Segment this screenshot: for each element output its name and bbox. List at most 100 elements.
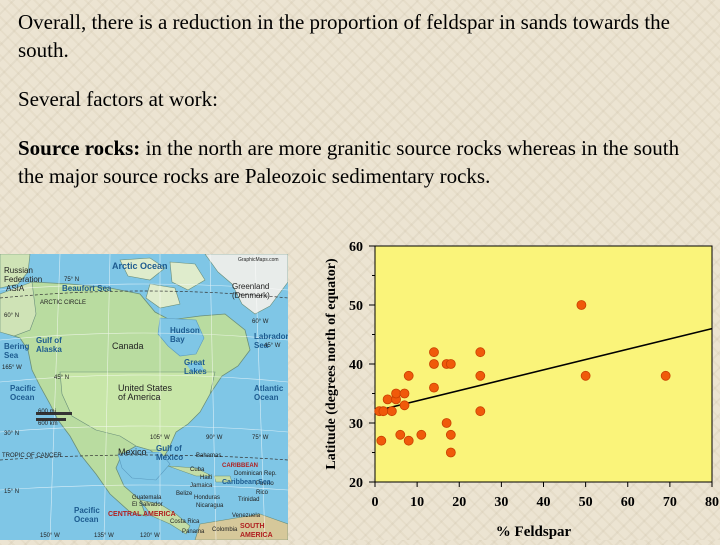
data-point [429, 382, 439, 393]
data-point [660, 370, 671, 381]
y-tick-label: 50 [349, 299, 363, 314]
x-tick-label: 70 [663, 495, 677, 510]
label-beaufort-sea: Beaufort Sea [62, 284, 112, 293]
data-point [395, 429, 406, 440]
label-lon-135w: 135° W [94, 533, 114, 539]
label-scale-mi: 600 mi [38, 409, 57, 415]
paragraph-factors: Several factors at work: [18, 87, 219, 111]
data-point [378, 406, 389, 417]
paragraph-feldspar-reduction: Overall, there is a reduction in the pro… [18, 10, 670, 62]
label-puerto-rico: Puerto Rico [256, 481, 274, 496]
north-america-map: Arctic Ocean Russian Federation ASIA Bea… [0, 254, 288, 540]
label-lon-45w: 45° W [264, 343, 281, 349]
label-guatemala: Guatemala [132, 495, 162, 501]
label-greenland: Greenland (Denmark) [232, 282, 270, 300]
y-axis-label: Latitude (degrees north of equator) [324, 258, 339, 470]
label-caribbean-sea: Caribbean Sea [222, 479, 271, 486]
label-belize: Belize [176, 491, 193, 497]
label-costa-rica: Costa Rica [170, 519, 200, 525]
label-lon-165w: 165° W [2, 365, 22, 371]
label-honduras: Honduras [194, 495, 221, 501]
label-lat-30n: 30° N [4, 431, 20, 437]
label-lon-105w: 105° W [150, 435, 170, 441]
x-axis-label: % Feldspar [496, 524, 572, 540]
label-lon-90w: 90° W [206, 435, 223, 441]
label-lat-15n: 15° N [4, 489, 20, 495]
label-mexico: Mexico [118, 447, 147, 457]
y-tick-label: 20 [349, 476, 363, 491]
label-atlantic-ocean: Atlantic Ocean [254, 384, 284, 402]
data-point [386, 406, 397, 417]
data-point [576, 300, 587, 310]
label-trinidad: Trinidad [238, 497, 260, 503]
plot-area [374, 245, 713, 483]
label-gulf-of-alaska: Gulf of Alaska [36, 336, 62, 354]
y-tick-label: 60 [349, 240, 363, 255]
data-point [429, 347, 439, 358]
label-lon-60w: 60° W [252, 319, 269, 325]
data-point [382, 394, 393, 405]
x-tick-label: 20 [452, 495, 466, 510]
label-caribbean: CARIBBEAN [222, 463, 258, 469]
data-point [475, 406, 486, 417]
label-pacific-ocean-south: Pacific Ocean [74, 506, 100, 524]
x-tick-label: 80 [705, 495, 719, 510]
label-lat-75n: 75° N [64, 277, 80, 283]
label-arctic-circle: ARCTIC CIRCLE [40, 300, 87, 306]
label-usa: United States of America [118, 383, 173, 402]
data-point [429, 359, 439, 369]
scatter-plot: 20 30 40 50 60 0 10 20 30 40 50 60 70 80 % Feldspar Lat… [324, 240, 719, 540]
source-rocks-heading: Source rocks: [18, 136, 141, 160]
label-arctic-ocean: Arctic Ocean [112, 261, 168, 271]
label-el-salvador: El Salvador [132, 502, 163, 508]
data-point [441, 418, 452, 428]
x-tick-label: 30 [494, 495, 508, 510]
y-tick-label: 40 [349, 358, 363, 373]
data-point [475, 347, 486, 358]
label-pacific-ocean-north: Pacific Ocean [10, 384, 36, 402]
x-tick-label: 60 [621, 495, 635, 510]
label-lat-60n: 60° N [4, 313, 20, 319]
x-tick-label: 10 [410, 495, 424, 510]
x-tick-label: 40 [537, 495, 551, 510]
data-point [391, 388, 401, 399]
paragraph-source-rocks: Source rocks: in the north are more gran… [18, 134, 708, 190]
label-nicaragua: Nicaragua [196, 503, 224, 509]
data-point [399, 400, 410, 411]
label-haiti: Haiti [200, 475, 213, 481]
label-venezuela: Venezuela [232, 513, 261, 519]
label-bering-sea: Bering Sea [4, 342, 30, 360]
feldspar-latitude-chart: 20 30 40 50 60 0 10 20 30 40 50 60 70 80 % Feldspar Lat… [300, 232, 720, 540]
label-lon-150w: 150° W [40, 533, 60, 539]
label-labrador-sea: Labrador Sea [254, 332, 288, 350]
label-south-america: SOUTH AMERICA [240, 523, 273, 539]
label-lon-75w: 75° W [252, 435, 269, 441]
label-jamaica: Jamaica [190, 483, 213, 489]
label-great-lakes: Great Lakes [184, 358, 207, 376]
data-point [445, 359, 456, 369]
map-graphic [0, 254, 288, 540]
label-lat-45n: 45° N [54, 375, 70, 381]
label-tropic-of-cancer: TROPIC OF CANCER [2, 453, 62, 459]
label-credit: GraphicMaps.com [238, 257, 279, 263]
label-lon-120w: 120° W [140, 533, 160, 539]
label-bahamas: Bahamas [196, 453, 222, 459]
data-point [403, 435, 414, 446]
data-point [445, 447, 456, 458]
label-cuba: Cuba [190, 467, 205, 473]
data-point [445, 429, 456, 440]
data-point [403, 370, 414, 381]
label-colombia: Colombia [212, 527, 238, 533]
label-gulf-of-mexico: Gulf of Mexico [156, 444, 184, 462]
slide-text: Overall, there is a reduction in the pro… [18, 8, 708, 190]
x-tick-label: 0 [372, 495, 379, 510]
y-tick-label: 30 [349, 417, 363, 432]
label-dominican-rep: Dominican Rep. [234, 471, 277, 477]
data-point [376, 435, 387, 446]
label-asia: ASIA [6, 284, 25, 293]
label-scale-km: 600 km [38, 421, 58, 427]
source-rocks-text: in the north are more granitic source ro… [18, 136, 680, 188]
label-russian-federation: Russian Federation [4, 266, 43, 284]
data-point [399, 388, 410, 399]
data-point [475, 370, 486, 381]
